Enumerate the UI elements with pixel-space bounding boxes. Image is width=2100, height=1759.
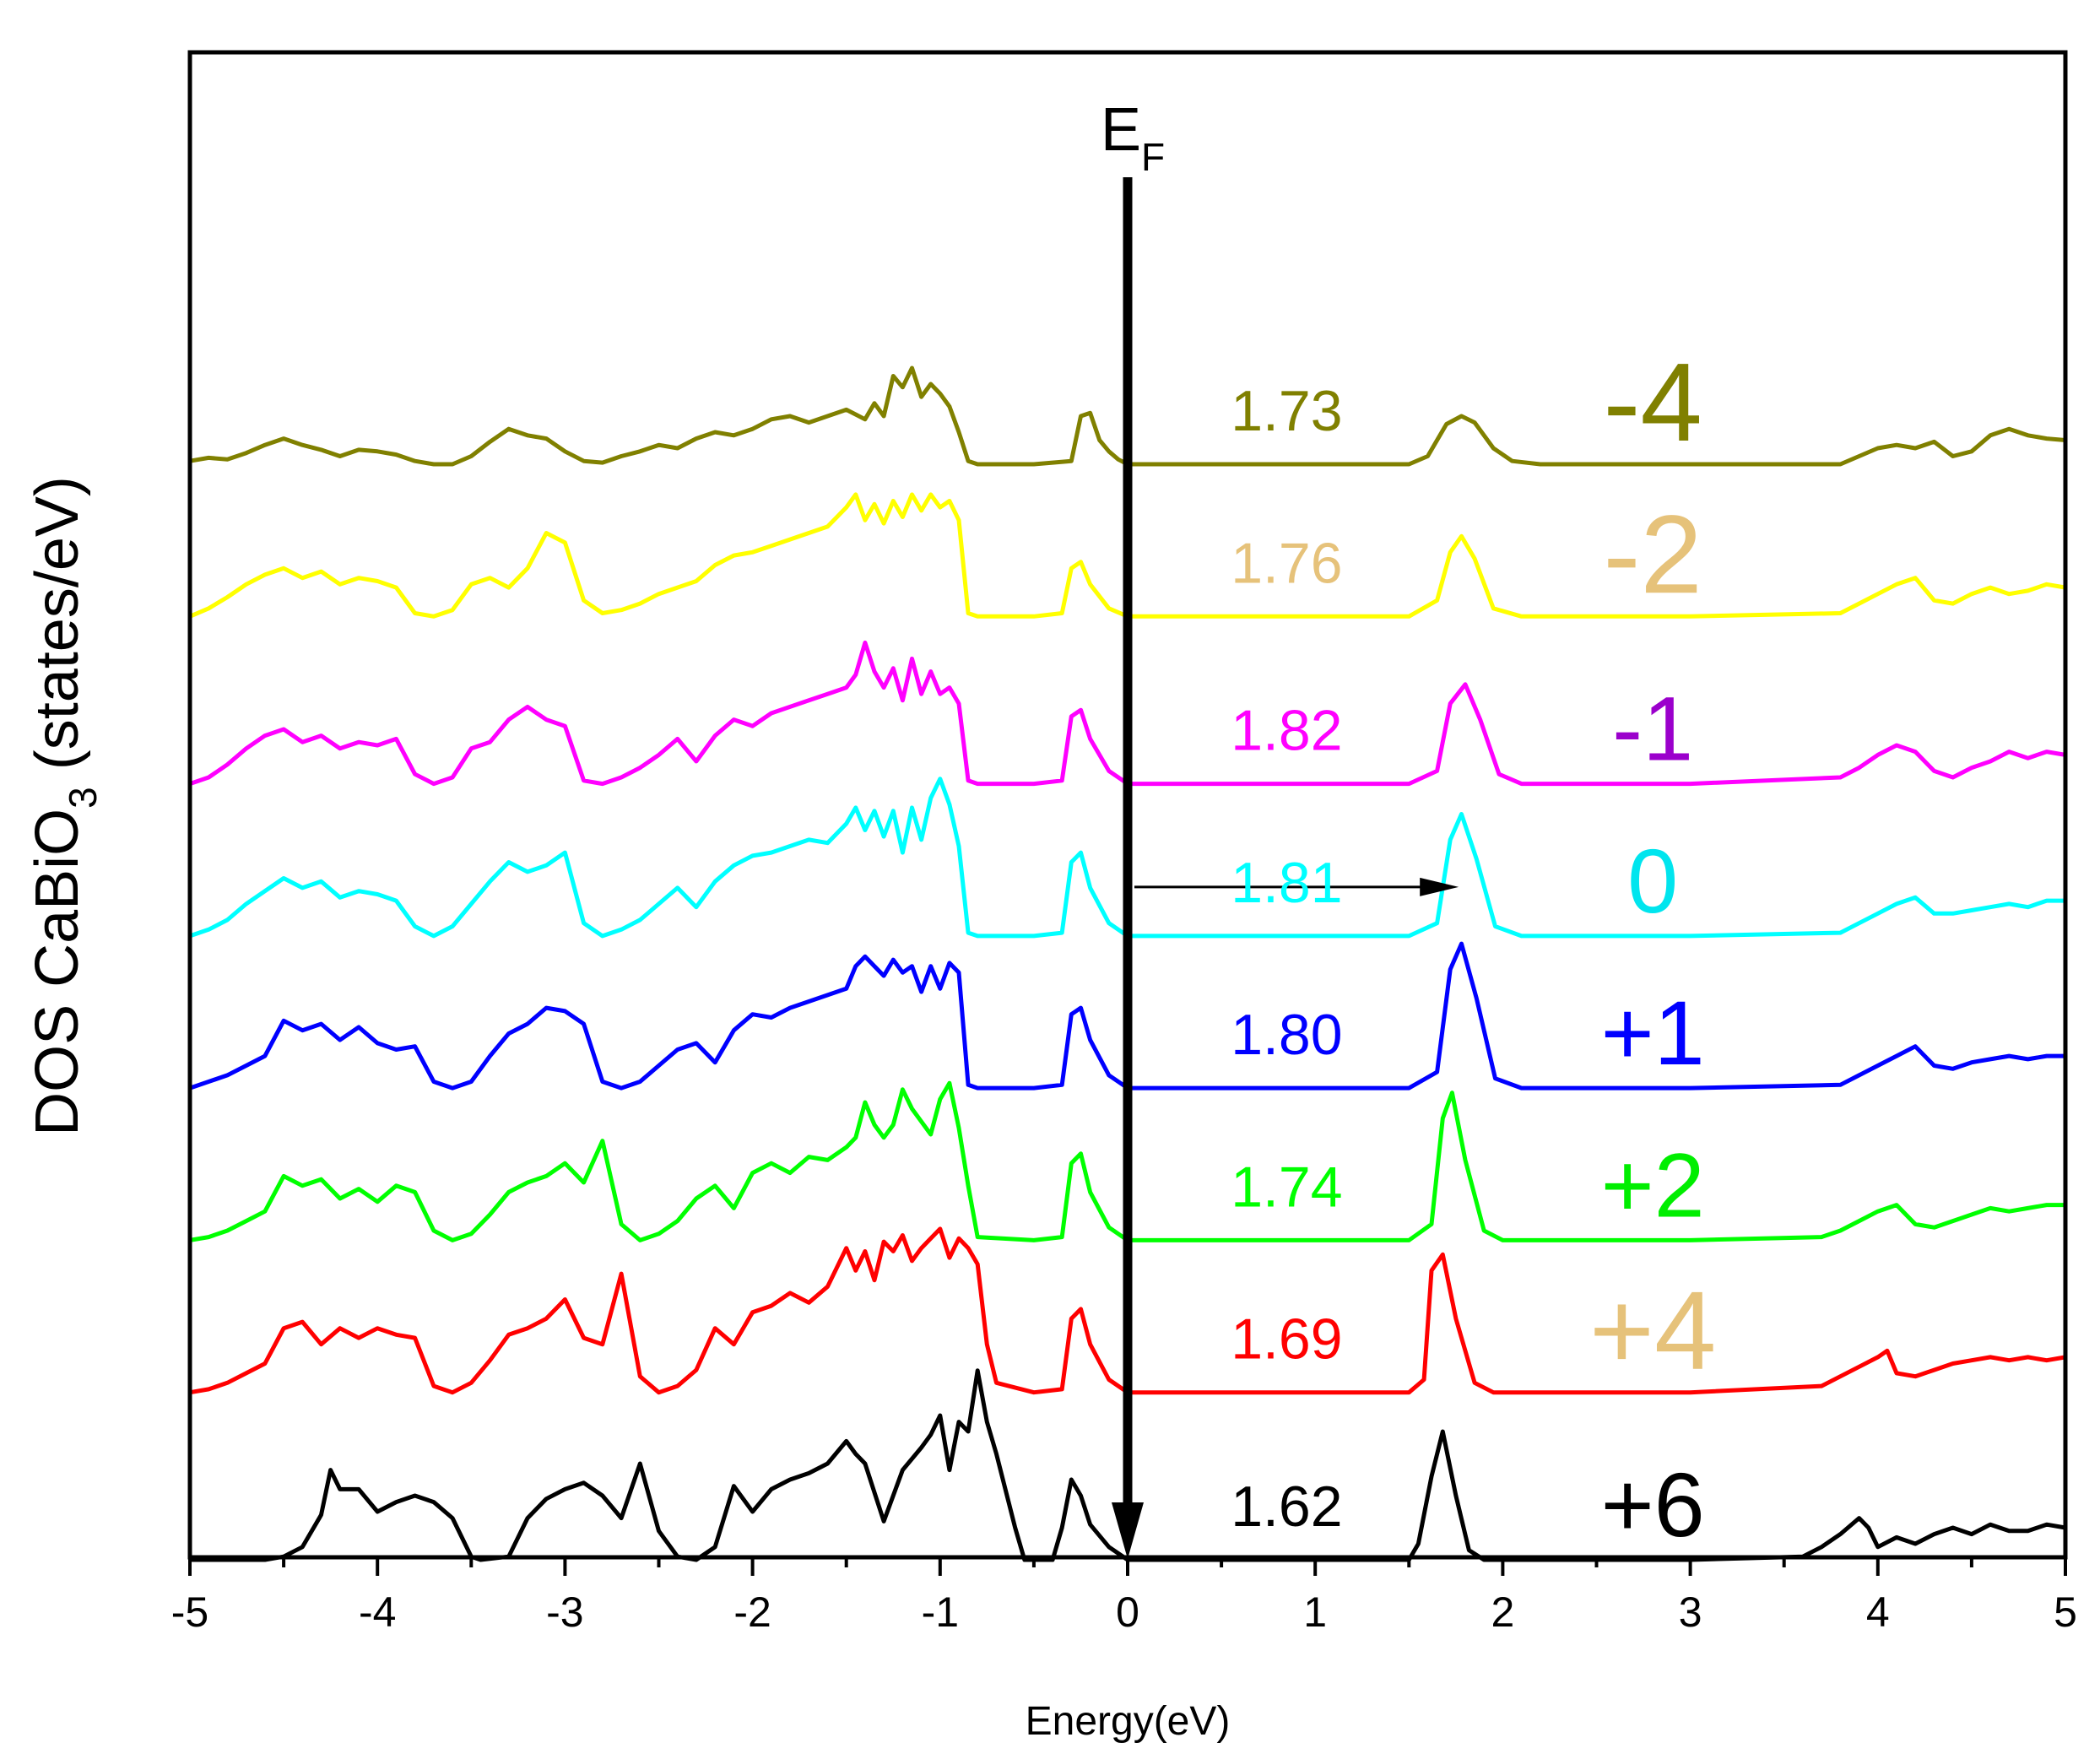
x-axis-label: Energy(eV) — [1026, 1699, 1231, 1744]
gap-value-label: 1.73 — [1231, 379, 1342, 443]
x-tick-label: 3 — [1679, 1589, 1702, 1636]
x-tick-label: 2 — [1491, 1589, 1514, 1636]
y-axis-label-units: (states/eV) — [24, 476, 91, 787]
series-layer — [189, 365, 2066, 1562]
charge-state-label: -4 — [1603, 340, 1702, 464]
x-tick-label: -1 — [922, 1589, 959, 1636]
gap-value-label: 1.81 — [1231, 851, 1342, 915]
dos-series-2 — [189, 640, 2066, 787]
x-tick-label: 0 — [1116, 1589, 1139, 1636]
y-axis-label: DOS CaBiO3 (states/eV) — [24, 476, 105, 1136]
gap-arrow-layer — [1134, 877, 1459, 896]
charge-state-label: -1 — [1612, 678, 1693, 780]
x-axis: -5 -4 -3 -2 -1 0 1 2 3 4 5 — [171, 1557, 2077, 1636]
gap-value-label: 1.76 — [1231, 531, 1342, 595]
x-tick-label: 5 — [2054, 1589, 2077, 1636]
dos-series-6 — [189, 1226, 2066, 1395]
x-tick-label: -3 — [546, 1589, 583, 1636]
gap-value-label: 1.62 — [1231, 1475, 1342, 1539]
gap-value-label: 1.80 — [1231, 1003, 1342, 1067]
x-tick-label: -2 — [733, 1589, 771, 1636]
charge-state-label: -2 — [1603, 492, 1702, 616]
fermi-label-main: E — [1101, 96, 1141, 164]
y-axis-label-subscript: 3 — [61, 787, 105, 809]
x-tick-label: 1 — [1303, 1589, 1327, 1636]
series-label-layer: 1.73 -4 1.76 -2 1.82 -1 1.81 0 1.80 +1 1.74 +2 1.69 +… — [1231, 340, 1716, 1556]
charge-state-label: +4 — [1589, 1269, 1717, 1393]
charge-state-label: +1 — [1601, 982, 1705, 1084]
x-tick-label: 4 — [1866, 1589, 1890, 1636]
y-axis-label-main: DOS CaBiO — [24, 809, 91, 1136]
charge-state-label: +6 — [1601, 1453, 1705, 1556]
dos-series-1 — [189, 492, 2066, 619]
charge-state-label: +2 — [1601, 1134, 1705, 1236]
fermi-label-subscript: F — [1141, 135, 1165, 179]
dos-series-3 — [189, 777, 2065, 939]
gap-arrow-head — [1420, 877, 1459, 896]
fermi-layer — [1112, 177, 1144, 1559]
gap-value-label: 1.69 — [1231, 1307, 1342, 1372]
gap-value-label: 1.74 — [1231, 1155, 1342, 1219]
dos-series-4 — [189, 941, 2065, 1091]
fermi-arrow-head — [1112, 1502, 1144, 1559]
dos-series-5 — [189, 1080, 2065, 1242]
x-tick-label: -5 — [171, 1589, 208, 1636]
x-tick-label: -4 — [359, 1589, 396, 1636]
dos-series-0 — [189, 365, 2066, 467]
charge-state-label: 0 — [1627, 830, 1678, 932]
fermi-level-label: EF — [1101, 96, 1165, 179]
gap-value-label: 1.82 — [1231, 699, 1342, 763]
